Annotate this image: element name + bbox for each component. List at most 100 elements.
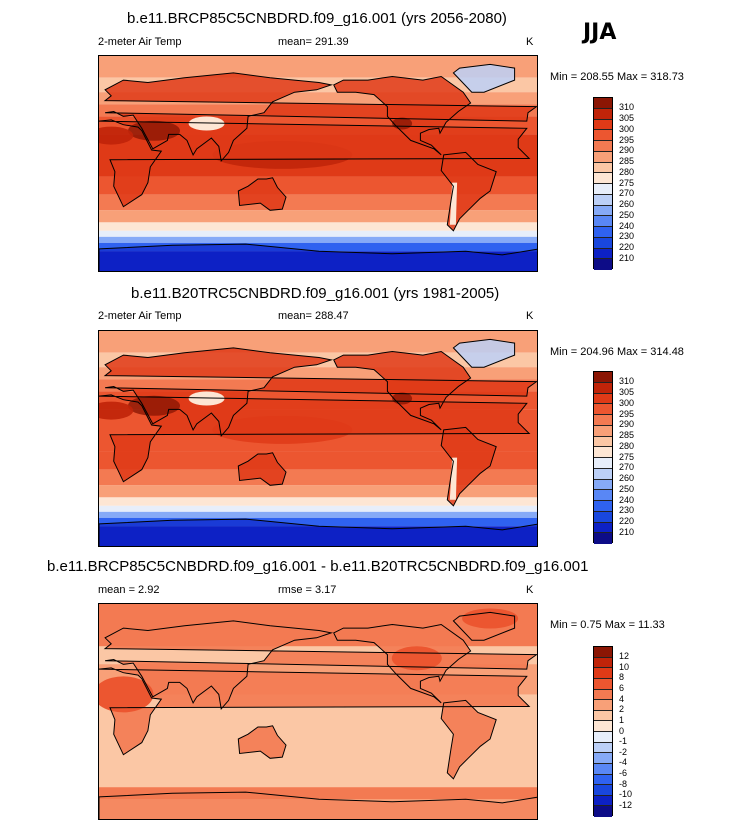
colorbar-cell [594, 522, 612, 534]
colorbar-cell [594, 393, 612, 405]
colorbar-cell [594, 141, 612, 152]
colorbar-cell [594, 227, 612, 238]
colorbar-cell [594, 774, 612, 786]
colorbar-tick-label: -1 [619, 736, 628, 747]
colorbar-cell [594, 425, 612, 437]
colorbar-cell [594, 732, 612, 743]
panel-3-rmse-label: rmse = 3.17 [278, 584, 337, 596]
colorbar-cell [594, 130, 612, 141]
colorbar-tick-label: 295 [619, 408, 635, 419]
panel-1-mean-label: mean= 291.39 [278, 36, 349, 48]
colorbar-cell [594, 162, 612, 174]
colorbar-tick-label: 250 [619, 209, 635, 220]
colorbar-cell [594, 436, 612, 448]
colorbar-cell [594, 458, 612, 469]
colorbar-cell [594, 806, 612, 817]
colorbar-tick-label: 300 [619, 123, 635, 134]
colorbar-strip [593, 97, 613, 270]
colorbar-tick-label: 310 [619, 376, 635, 387]
panel-1-map [98, 55, 538, 272]
colorbar-cell [594, 795, 612, 807]
colorbar-tick-label: 295 [619, 134, 635, 145]
colorbar-tick-label: 275 [619, 177, 635, 188]
colorbar-cell [594, 753, 612, 764]
colorbar-cell [594, 721, 612, 732]
colorbar-cell [594, 742, 612, 754]
colorbar-cell [594, 151, 612, 163]
colorbar-cell [594, 657, 612, 669]
colorbar-cell [594, 468, 612, 480]
colorbar-tick-label: 6 [619, 683, 625, 693]
colorbar-tick-label: 2 [619, 704, 625, 715]
colorbar-tick-label: 12 [619, 651, 630, 662]
colorbar-tick-label: -4 [619, 757, 628, 768]
colorbar-cell [594, 647, 612, 658]
colorbar-cell [594, 184, 612, 195]
colorbar-cell [594, 194, 612, 206]
colorbar-tick-label: -8 [619, 778, 628, 789]
colorbar-tick-label: 300 [619, 397, 635, 408]
colorbar-cell [594, 689, 612, 701]
map-field [99, 331, 537, 546]
colorbar-tick-label: 290 [619, 145, 635, 156]
panel-3-minmax-label: Min = 0.75 Max = 11.33 [550, 619, 665, 631]
colorbar-cell [594, 119, 612, 131]
colorbar-tick-label: 220 [619, 242, 635, 252]
colorbar-cell [594, 479, 612, 491]
panel-2-map [98, 330, 538, 547]
colorbar-cell [594, 205, 612, 217]
colorbar-cell [594, 372, 612, 383]
colorbar-tick-label: -6 [619, 768, 628, 778]
colorbar-cell [594, 785, 612, 796]
colorbar-tick-label: 285 [619, 430, 635, 440]
colorbar-tick-label: 8 [619, 672, 625, 683]
colorbar-tick-label: 280 [619, 166, 635, 177]
panel-3-title: b.e11.BRCP85C5CNBDRD.f09_g16.001 - b.e11… [47, 558, 589, 575]
colorbar-cell [594, 447, 612, 458]
colorbar-cell [594, 533, 612, 544]
colorbar-tick-label: 305 [619, 113, 635, 123]
panel-2-minmax-label: Min = 204.96 Max = 314.48 [550, 346, 684, 358]
colorbar-tick-label: 230 [619, 505, 635, 516]
colorbar-cell [594, 404, 612, 415]
colorbar-tick-label: 275 [619, 451, 635, 462]
colorbar-cell [594, 501, 612, 512]
panel-2-mean-label: mean= 288.47 [278, 310, 349, 322]
colorbar-strip [593, 371, 613, 544]
map-field [99, 604, 537, 819]
panel-2-colorbar: 310 305 300 295 290 285 280 275 270 260 250 240 230 2… [593, 371, 653, 544]
colorbar-tick-label: 250 [619, 483, 635, 494]
panel-2-variable-label: 2-meter Air Temp [98, 310, 182, 322]
panel-2-title: b.e11.B20TRC5CNBDRD.f09_g16.001 (yrs 198… [131, 285, 500, 302]
panel-3-map [98, 603, 538, 820]
panel-3-mean-label: mean = 2.92 [98, 584, 160, 596]
panel-1-colorbar: 310 305 300 295 290 285 280 275 270 260 250 240 230 2… [593, 97, 653, 270]
colorbar-cell [594, 259, 612, 270]
map-field [99, 56, 537, 271]
colorbar-cell [594, 678, 612, 690]
colorbar-tick-label: 220 [619, 516, 635, 526]
colorbar-tick-label: 240 [619, 494, 635, 505]
colorbar-cell [594, 237, 612, 249]
colorbar-tick-label: 210 [619, 252, 635, 263]
colorbar-tick-label: 310 [619, 102, 635, 113]
panel-1-units-label: K [526, 36, 534, 48]
colorbar-tick-label: -12 [619, 799, 633, 810]
season-label: JJA [583, 20, 617, 45]
colorbar-tick-label: -10 [619, 789, 633, 800]
colorbar-tick-label: 280 [619, 440, 635, 451]
colorbar-cell [594, 216, 612, 227]
colorbar-tick-label: 270 [619, 462, 635, 473]
colorbar-cell [594, 710, 612, 722]
colorbar-tick-label: 260 [619, 199, 635, 209]
colorbar-cell [594, 700, 612, 711]
colorbar-tick-label: 285 [619, 156, 635, 166]
colorbar-tick-label: 290 [619, 419, 635, 430]
colorbar-tick-label: 1 [619, 714, 625, 725]
panel-1-title: b.e11.BRCP85C5CNBDRD.f09_g16.001 (yrs 20… [127, 10, 507, 27]
colorbar-cell [594, 511, 612, 523]
colorbar-cell [594, 763, 612, 775]
panel-3-units-label: K [526, 584, 534, 596]
colorbar-cell [594, 173, 612, 184]
panel-3-colorbar: 12 10 8 6 4 2 1 0 -1 -2 -4 -6 -8 -10 -12 [593, 646, 653, 817]
